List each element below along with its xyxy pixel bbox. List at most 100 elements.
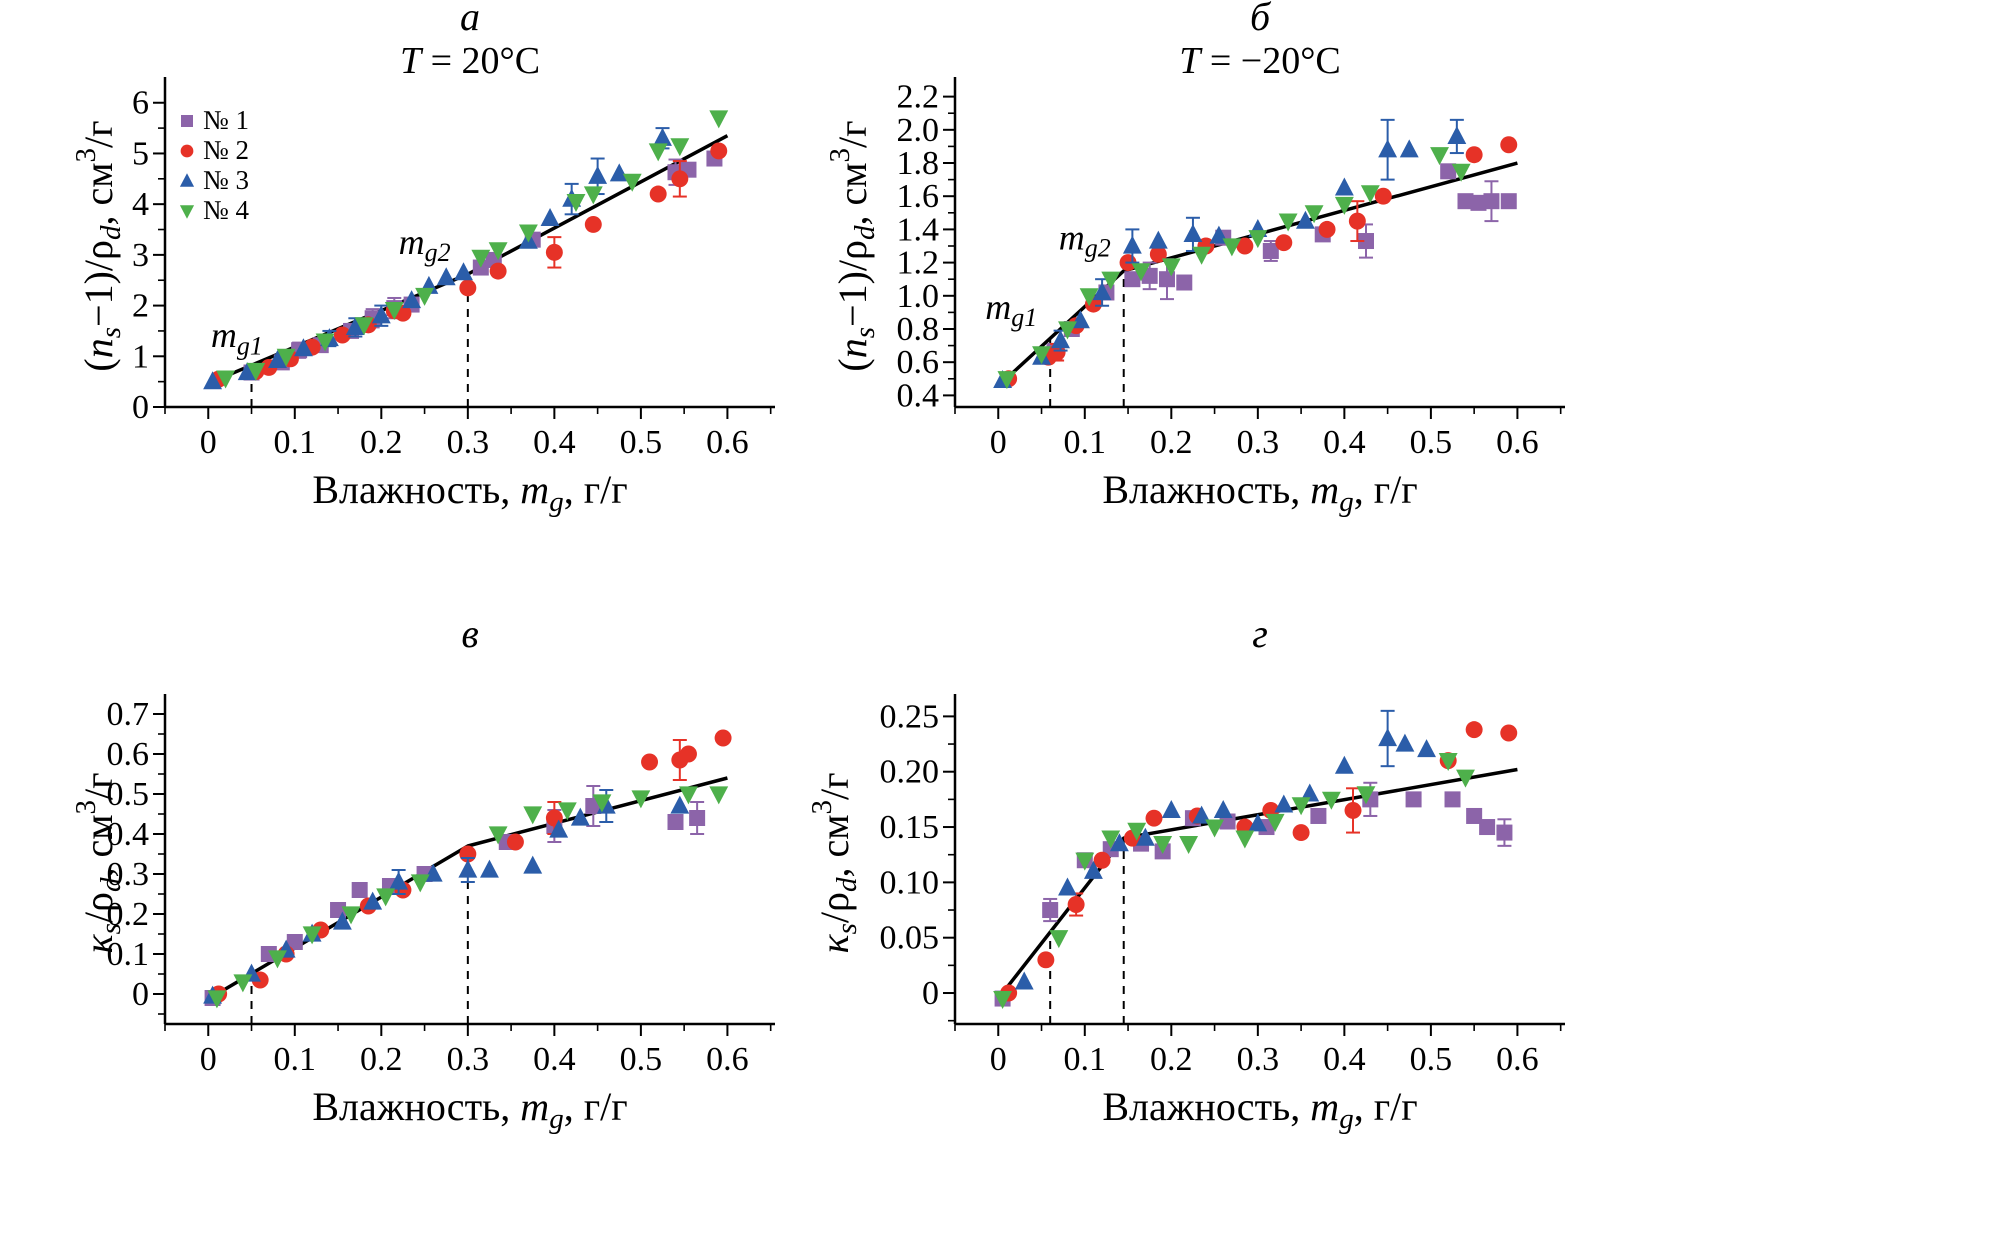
series-a-4 xyxy=(216,110,729,389)
marker-triangle-down xyxy=(302,926,322,945)
marker-triangle-up xyxy=(670,795,690,814)
marker-triangle-down xyxy=(354,317,374,336)
marker-triangle-up xyxy=(1161,800,1181,819)
marker-triangle-down xyxy=(1101,830,1121,849)
marker-triangle-up xyxy=(1051,330,1071,349)
marker-triangle-up xyxy=(1447,126,1467,145)
y-tick-label: 1.0 xyxy=(897,278,940,315)
marker-triangle-down xyxy=(631,790,651,809)
marker-triangle-up xyxy=(1122,235,1142,254)
marker-triangle-up xyxy=(1183,223,1203,242)
marker-triangle-down xyxy=(384,302,404,321)
x-tick-label: 0 xyxy=(200,424,217,461)
marker-triangle-down xyxy=(1278,213,1298,232)
marker-triangle-up xyxy=(523,855,543,874)
marker-triangle-down xyxy=(1192,246,1212,265)
marker-triangle-down xyxy=(1222,238,1242,257)
marker-square xyxy=(1124,271,1141,288)
marker-triangle-down xyxy=(648,143,668,162)
x-tick-label: 0.5 xyxy=(620,424,663,461)
series-b-1 xyxy=(1046,163,1517,362)
panel-letter-v: в xyxy=(461,611,478,656)
y-tick-label: 3 xyxy=(132,237,149,274)
marker-circle xyxy=(1145,809,1163,827)
marker-triangle-down xyxy=(488,826,508,845)
y-tick-label: 0.7 xyxy=(107,696,150,733)
marker-triangle-down xyxy=(1131,263,1151,282)
marker-triangle-down xyxy=(1049,930,1069,949)
marker-triangle-down xyxy=(1451,163,1471,182)
marker-square xyxy=(1444,791,1461,808)
y-tick-label: 0.05 xyxy=(880,920,940,957)
marker-triangle-down xyxy=(1179,836,1199,855)
y-axis-label-a: (ns−1)/ρd, см3/г xyxy=(70,120,127,371)
y-tick-label: 0 xyxy=(922,975,939,1012)
legend-label-4: № 4 xyxy=(203,195,250,225)
marker-triangle-down xyxy=(1075,852,1095,871)
series-v-4 xyxy=(207,786,729,1009)
marker-triangle-up xyxy=(1274,794,1294,813)
marker-triangle-up xyxy=(1417,739,1437,758)
y-tick-label: 1 xyxy=(132,338,149,375)
x-tick-label: 0.4 xyxy=(1323,1041,1366,1078)
y-tick-label: 6 xyxy=(132,85,149,122)
marker-triangle-down xyxy=(1360,185,1380,204)
marker-circle xyxy=(180,144,194,158)
marker-circle xyxy=(1037,951,1055,969)
marker-triangle-up xyxy=(1092,282,1112,301)
y-tick-label: 2.0 xyxy=(897,112,940,149)
marker-triangle-down xyxy=(1430,147,1449,166)
marker-triangle-down xyxy=(1205,819,1225,838)
marker-circle xyxy=(1374,187,1392,205)
marker-triangle-down xyxy=(1334,196,1354,215)
marker-square xyxy=(181,115,193,127)
marker-triangle-down xyxy=(1058,321,1077,340)
marker-square xyxy=(667,814,684,830)
marker-triangle-up xyxy=(1378,728,1398,747)
marker-triangle-down xyxy=(523,806,543,825)
marker-circle xyxy=(1465,721,1483,739)
marker-triangle-up xyxy=(1334,755,1354,774)
marker-triangle-down xyxy=(566,194,586,213)
marker-circle xyxy=(1067,896,1085,913)
marker-circle xyxy=(545,243,563,261)
marker-triangle-up xyxy=(1148,230,1168,249)
marker-circle xyxy=(1292,824,1310,842)
x-tick-label: 0.2 xyxy=(1150,424,1193,461)
marker-circle xyxy=(1465,146,1483,164)
chart-title-a: T = 20°C xyxy=(400,40,540,82)
marker-triangle-down xyxy=(1235,830,1255,849)
x-tick-label: 0.6 xyxy=(1496,424,1539,461)
marker-triangle-down xyxy=(1248,230,1268,249)
y-tick-label: 1.6 xyxy=(897,178,940,215)
marker-square xyxy=(1479,819,1496,836)
x-tick-label: 0.3 xyxy=(1237,424,1280,461)
marker-triangle-up xyxy=(371,305,391,324)
y-tick-label: 0.6 xyxy=(107,736,150,773)
marker-triangle-up xyxy=(423,863,443,882)
marker-triangle-down xyxy=(1127,822,1147,841)
x-tick-label: 0.5 xyxy=(1410,1041,1453,1078)
series-a-3 xyxy=(203,127,672,390)
marker-triangle-down xyxy=(997,371,1017,390)
y-tick-label: 0 xyxy=(132,389,149,426)
y-tick-label: 1.8 xyxy=(897,145,940,182)
marker-triangle-down xyxy=(233,974,253,993)
marker-circle xyxy=(333,326,351,344)
series-b-4 xyxy=(997,147,1471,390)
x-tick-label: 0.1 xyxy=(1064,424,1107,461)
marker-square xyxy=(351,882,368,898)
marker-triangle-down xyxy=(341,906,361,925)
x-tick-label: 0 xyxy=(990,1041,1007,1078)
x-tick-label: 0.6 xyxy=(1496,1041,1539,1078)
marker-square xyxy=(1496,824,1513,841)
marker-square xyxy=(689,810,706,826)
marker-circle xyxy=(714,729,732,747)
fit-line xyxy=(216,776,728,996)
chart-panel-v: в0 0.1 0.2 0.3 0.4 0.5 0.600.10.20.30.40.50.60… xyxy=(70,611,775,1135)
marker-circle xyxy=(506,833,524,851)
x-tick-label: 0 xyxy=(200,1041,217,1078)
marker-triangle-down xyxy=(622,173,642,192)
chart-panel-g: г 0 0.1 0.2 0.3 0.4 0.5 0.6 0 0.05 0.10 0.15 0.20 0.2… xyxy=(806,611,1565,1135)
x-tick-label: 0.5 xyxy=(1410,424,1453,461)
